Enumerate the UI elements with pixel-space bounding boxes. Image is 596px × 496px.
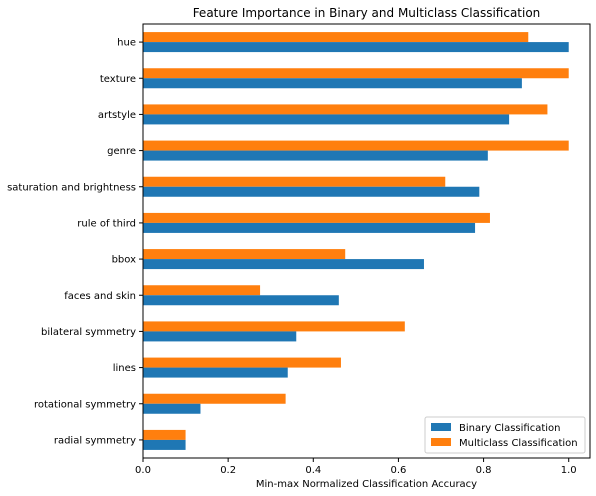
plot-frame — [142, 23, 591, 459]
bar-binary — [143, 295, 339, 306]
chart-title: Feature Importance in Binary and Multicl… — [193, 6, 541, 20]
y-tick-label: saturation and brightness — [7, 182, 136, 193]
legend-swatch — [431, 423, 451, 431]
bar-binary — [143, 439, 186, 450]
legend-swatch — [431, 438, 451, 446]
y-tick-label: artstyle — [98, 110, 136, 121]
bar-multiclass — [143, 212, 490, 223]
y-tick-label: rule of third — [77, 218, 136, 229]
bar-binary — [143, 259, 424, 270]
bar-multiclass — [143, 32, 529, 43]
y-tick-label: faces and skin — [64, 291, 136, 302]
bar-multiclass — [143, 321, 405, 332]
bar-binary — [143, 42, 569, 53]
legend-box — [424, 416, 586, 454]
x-tick-label: 1.0 — [561, 465, 577, 476]
bar-multiclass — [143, 176, 446, 187]
legend-label: Binary Classification — [459, 423, 560, 434]
y-tick-label: texture — [100, 74, 136, 85]
x-tick-label: 0.6 — [390, 465, 406, 476]
bar-multiclass — [143, 140, 569, 151]
bar-multiclass — [143, 357, 341, 368]
bar-multiclass — [143, 104, 548, 115]
legend-label: Multiclass Classification — [459, 438, 578, 449]
x-axis-title: Min-max Normalized Classification Accura… — [256, 479, 477, 490]
bar-binary — [143, 367, 288, 378]
y-tick-label: hue — [117, 38, 136, 49]
bar-binary — [143, 222, 476, 233]
x-tick-label: 0.2 — [220, 465, 236, 476]
y-tick-label: bbox — [112, 255, 137, 266]
y-tick-label: genre — [107, 146, 136, 157]
bar-binary — [143, 186, 480, 197]
x-tick-label: 0.8 — [476, 465, 492, 476]
x-tick-label: 0.0 — [135, 465, 151, 476]
bar-binary — [143, 78, 522, 89]
bar-binary — [143, 403, 201, 414]
legend: Binary Classification Multiclass Classifi… — [424, 416, 586, 454]
x-tick-label: 0.4 — [305, 465, 321, 476]
y-tick-label: radial symmetry — [54, 435, 136, 446]
bar-multiclass — [143, 285, 261, 296]
plot-area: hue texture artstyle genre saturation and br… — [7, 23, 591, 476]
y-tick-label: bilateral symmetry — [41, 327, 136, 338]
bar-binary — [143, 331, 297, 342]
bar-multiclass — [143, 249, 346, 260]
y-tick-label: rotational symmetry — [34, 399, 136, 410]
bar-binary — [143, 150, 488, 161]
bar-multiclass — [143, 68, 569, 79]
y-tick-label: lines — [113, 363, 136, 374]
bar-multiclass — [143, 429, 186, 440]
bar-binary — [143, 114, 510, 125]
bar-multiclass — [143, 393, 286, 404]
